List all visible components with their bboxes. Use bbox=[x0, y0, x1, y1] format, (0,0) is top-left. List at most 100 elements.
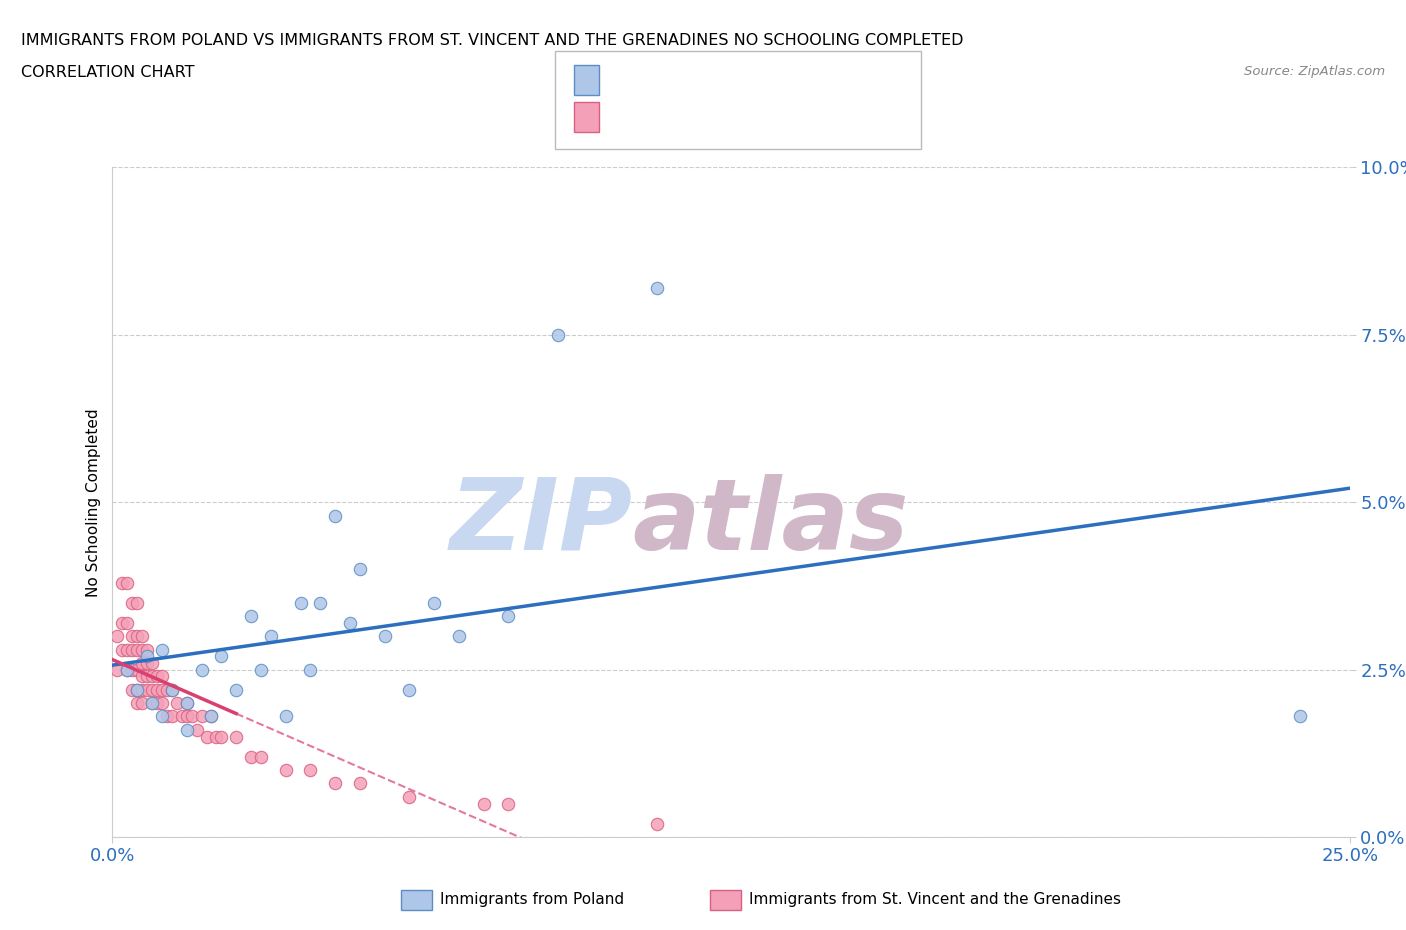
Point bbox=[447, 629, 470, 644]
Point bbox=[136, 683, 159, 698]
Point bbox=[190, 662, 212, 677]
Point bbox=[121, 595, 143, 610]
Point bbox=[146, 669, 169, 684]
Text: 0.266: 0.266 bbox=[658, 70, 710, 88]
Point bbox=[117, 642, 139, 657]
Point bbox=[107, 662, 129, 677]
Point bbox=[195, 729, 218, 744]
Point bbox=[131, 696, 153, 711]
Text: Immigrants from St. Vincent and the Grenadines: Immigrants from St. Vincent and the Gren… bbox=[749, 892, 1122, 907]
Point bbox=[1289, 709, 1312, 724]
Point bbox=[160, 683, 183, 698]
Point bbox=[150, 696, 173, 711]
Point bbox=[160, 683, 183, 698]
Text: atlas: atlas bbox=[633, 473, 908, 571]
Point bbox=[176, 696, 198, 711]
Point bbox=[498, 608, 520, 623]
Text: CORRELATION CHART: CORRELATION CHART bbox=[21, 65, 194, 80]
Point bbox=[398, 683, 420, 698]
Text: ZIP: ZIP bbox=[449, 473, 633, 571]
Point bbox=[127, 683, 149, 698]
Point bbox=[150, 709, 173, 724]
Point bbox=[498, 796, 520, 811]
Point bbox=[127, 662, 149, 677]
Point bbox=[274, 763, 297, 777]
Point bbox=[131, 642, 153, 657]
Point bbox=[136, 669, 159, 684]
Point bbox=[240, 608, 263, 623]
Point bbox=[176, 696, 198, 711]
Point bbox=[323, 776, 346, 790]
Point bbox=[323, 508, 346, 523]
Point bbox=[121, 662, 143, 677]
Point bbox=[150, 669, 173, 684]
Point bbox=[200, 709, 222, 724]
Point bbox=[374, 629, 396, 644]
Point bbox=[121, 629, 143, 644]
Y-axis label: No Schooling Completed: No Schooling Completed bbox=[86, 408, 101, 596]
Point bbox=[111, 575, 134, 590]
Point bbox=[111, 616, 134, 631]
Point bbox=[166, 696, 188, 711]
Point bbox=[190, 709, 212, 724]
Point bbox=[127, 683, 149, 698]
Point bbox=[176, 709, 198, 724]
Point bbox=[290, 595, 312, 610]
Point bbox=[146, 683, 169, 698]
Point bbox=[131, 683, 153, 698]
Point bbox=[209, 649, 232, 664]
Point bbox=[121, 683, 143, 698]
Point bbox=[423, 595, 446, 610]
Point bbox=[156, 709, 179, 724]
Point bbox=[131, 629, 153, 644]
Point bbox=[349, 776, 371, 790]
Point bbox=[645, 281, 668, 296]
Point bbox=[339, 616, 361, 631]
Text: IMMIGRANTS FROM POLAND VS IMMIGRANTS FROM ST. VINCENT AND THE GRENADINES NO SCHO: IMMIGRANTS FROM POLAND VS IMMIGRANTS FRO… bbox=[21, 33, 963, 47]
Point bbox=[121, 642, 143, 657]
Text: R =: R = bbox=[609, 107, 640, 126]
Point bbox=[250, 750, 273, 764]
Point bbox=[131, 669, 153, 684]
Point bbox=[141, 656, 163, 671]
Point bbox=[156, 683, 179, 698]
Text: Source: ZipAtlas.com: Source: ZipAtlas.com bbox=[1244, 65, 1385, 78]
Text: 66: 66 bbox=[785, 107, 807, 126]
Point bbox=[141, 696, 163, 711]
Text: -0.274: -0.274 bbox=[658, 107, 717, 126]
Point bbox=[141, 696, 163, 711]
Point bbox=[150, 683, 173, 698]
Point bbox=[117, 616, 139, 631]
Point bbox=[186, 723, 208, 737]
Point bbox=[472, 796, 495, 811]
Point bbox=[200, 709, 222, 724]
Point bbox=[127, 696, 149, 711]
Point bbox=[274, 709, 297, 724]
Point bbox=[141, 669, 163, 684]
Text: N =: N = bbox=[738, 107, 769, 126]
Point bbox=[136, 656, 159, 671]
Point bbox=[141, 683, 163, 698]
Point bbox=[180, 709, 202, 724]
Point bbox=[136, 642, 159, 657]
Text: N =: N = bbox=[738, 70, 769, 88]
Point bbox=[127, 595, 149, 610]
Point bbox=[205, 729, 228, 744]
Point bbox=[349, 562, 371, 577]
Point bbox=[209, 729, 232, 744]
Point bbox=[645, 817, 668, 831]
Point bbox=[117, 575, 139, 590]
Point bbox=[150, 642, 173, 657]
Text: Immigrants from Poland: Immigrants from Poland bbox=[440, 892, 624, 907]
Point bbox=[111, 642, 134, 657]
Point bbox=[309, 595, 332, 610]
Point bbox=[160, 709, 183, 724]
Point bbox=[225, 729, 247, 744]
Point bbox=[299, 763, 322, 777]
Point bbox=[117, 662, 139, 677]
Text: 31: 31 bbox=[785, 70, 807, 88]
Text: R =: R = bbox=[609, 70, 640, 88]
Point bbox=[146, 696, 169, 711]
Point bbox=[136, 649, 159, 664]
Point bbox=[117, 662, 139, 677]
